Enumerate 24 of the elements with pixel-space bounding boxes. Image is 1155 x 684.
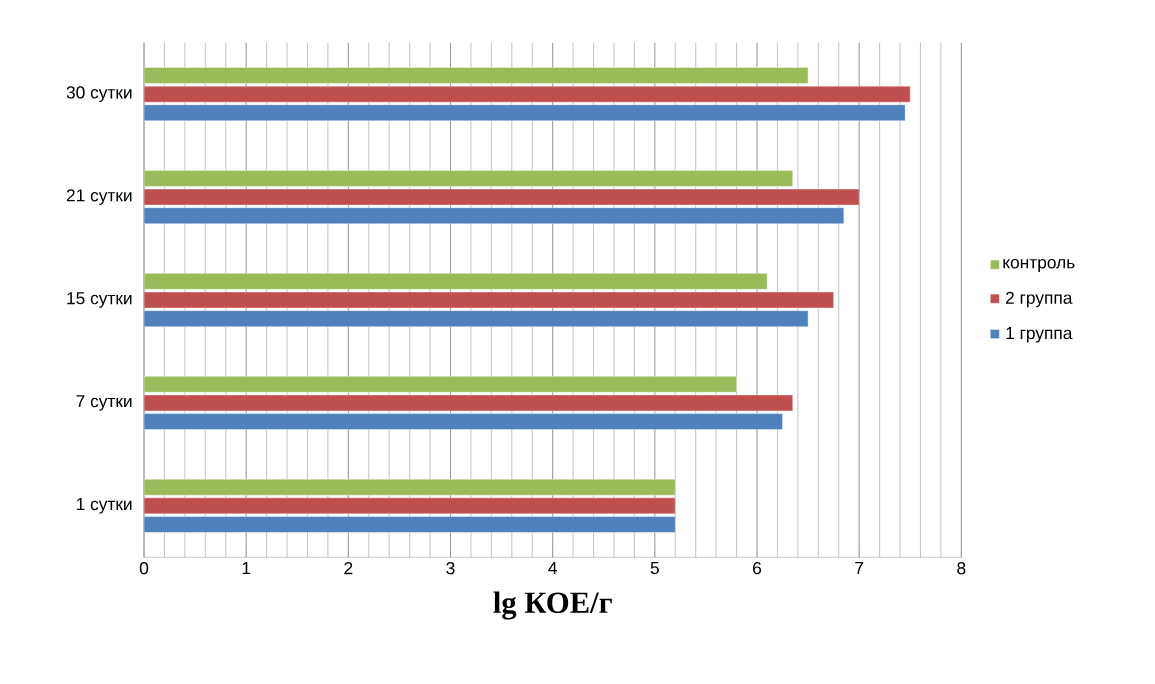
x-tick-label: 3 [446, 562, 455, 575]
x-axis-title: lg КОЕ/г [493, 591, 612, 620]
bar [144, 67, 809, 84]
y-tick-label: 7 сутки [76, 395, 132, 411]
x-tick-label: 6 [753, 562, 762, 575]
y-tick-label: 30 сутки [66, 86, 132, 102]
x-tick-label: 1 [242, 562, 251, 574]
x-tick-label: 5 [650, 562, 659, 575]
x-tick-label: 4 [548, 562, 557, 574]
y-tick-label: 21 сутки [66, 189, 132, 205]
bar [144, 413, 783, 430]
x-tick-label: 8 [957, 562, 966, 575]
bar [144, 310, 809, 327]
legend-label: контроль [1003, 258, 1075, 272]
y-tick-label: 15 сутки [67, 292, 132, 308]
x-tick-label: 0 [139, 562, 149, 575]
bar [144, 516, 676, 533]
x-tick-label: 2 [344, 562, 353, 575]
y-tick-label: 1 сутки [76, 498, 132, 514]
legend-label: 2 группа [1006, 291, 1073, 308]
legend-label: 1 группа [1006, 327, 1073, 343]
bar [144, 104, 906, 121]
bar [144, 207, 845, 224]
x-tick-label: 7 [855, 562, 864, 574]
